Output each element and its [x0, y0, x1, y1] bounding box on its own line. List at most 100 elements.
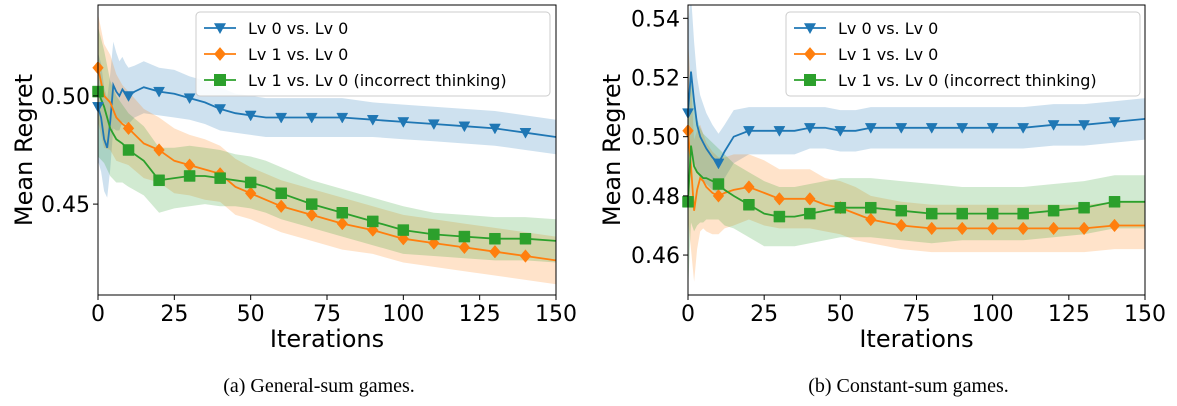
data-point-marker — [1108, 196, 1121, 208]
data-point-marker — [275, 112, 288, 124]
data-point-marker — [244, 176, 257, 189]
figure-caption: (a) General-sum games. — [223, 375, 415, 397]
data-point-marker — [712, 178, 725, 190]
legend-label: Lv 1 vs. Lv 0 — [248, 45, 348, 64]
data-point-marker — [956, 221, 968, 236]
y-tick-label: 0.48 — [631, 185, 680, 210]
data-point-marker — [804, 207, 816, 220]
confidence-band — [98, 13, 556, 285]
data-point-marker — [865, 212, 877, 227]
data-point-marker — [773, 126, 786, 137]
confidence-band — [688, 68, 1145, 291]
legend: Lv 0 vs. Lv 0 Lv 1 vs. Lv 0 Lv 1 vs. Lv … — [785, 11, 1141, 97]
legend-entry-lv0-vs-lv0: Lv 0 vs. Lv 0 — [794, 19, 938, 38]
data-point-marker — [926, 221, 938, 236]
data-point-marker — [925, 123, 938, 134]
legend-box — [785, 11, 1141, 97]
data-point-marker — [986, 123, 999, 134]
confidence-bands — [688, 5, 1145, 291]
y-axis-ticks: 0.46 0.48 0.50 0.52 0.54 — [631, 7, 688, 269]
legend-label: Lv 1 vs. Lv 0 — [838, 45, 938, 64]
data-point-marker — [1047, 221, 1060, 236]
legend-entry-lv1-vs-lv0: Lv 1 vs. Lv 0 — [204, 45, 348, 64]
data-point-marker — [397, 224, 410, 236]
y-axis-title: Mean Regret — [10, 74, 38, 226]
data-point-marker — [214, 104, 227, 115]
data-point-marker — [458, 121, 471, 133]
data-point-marker — [956, 207, 968, 220]
y-tick-label: 0.54 — [631, 7, 680, 32]
legend-label: Lv 0 vs. Lv 0 — [838, 19, 938, 38]
legend: Lv 0 vs. Lv 0 Lv 1 vs. Lv 0 Lv 1 vs. Lv … — [195, 11, 551, 97]
data-point-marker — [519, 249, 532, 263]
data-point-marker — [428, 228, 440, 241]
confidence-bands — [98, 13, 556, 285]
x-tick-label: 75 — [313, 302, 341, 327]
y-tick-label: 0.52 — [631, 67, 680, 92]
data-point-marker — [397, 117, 410, 128]
data-point-marker — [122, 121, 135, 136]
legend-marker-triangle-down — [804, 23, 816, 34]
data-point-marker — [275, 187, 287, 200]
legend-marker-square — [804, 74, 816, 86]
x-tick-label: 0 — [91, 302, 105, 327]
chart-panel-general-sum: 0 25 50 75 100 125 150 0.45 0.50 Iterations Mea… — [10, 4, 577, 397]
legend-entry-lv1-vs-lv0-incorrect: Lv 1 vs. Lv 0 (incorrect thinking) — [794, 71, 1097, 90]
data-point-marker — [773, 192, 786, 206]
data-point-marker — [895, 204, 908, 217]
data-point-marker — [305, 112, 318, 124]
series-line — [688, 71, 1145, 165]
data-point-marker — [458, 240, 471, 255]
data-point-marker — [183, 93, 196, 105]
y-tick-label: 0.46 — [631, 244, 680, 269]
y-tick-label: 0.45 — [41, 193, 90, 218]
y-axis-ticks: 0.45 0.50 — [41, 85, 98, 218]
x-axis-title: Iterations — [270, 325, 384, 353]
data-point-marker — [122, 144, 135, 156]
series-line — [688, 130, 1145, 230]
legend-entry-lv1-vs-lv0-incorrect: Lv 1 vs. Lv 0 (incorrect thinking) — [204, 71, 507, 90]
x-axis-title: Iterations — [859, 325, 973, 353]
data-point-marker — [183, 170, 196, 182]
x-tick-label: 50 — [237, 302, 265, 327]
data-point-marker — [519, 232, 532, 245]
confidence-band — [688, 42, 1145, 282]
x-axis-ticks: 0 25 50 75 100 125 150 — [681, 295, 1166, 327]
x-tick-label: 75 — [903, 302, 931, 327]
x-tick-label: 0 — [681, 302, 695, 327]
x-tick-label: 125 — [459, 302, 501, 327]
confidence-band — [98, 41, 556, 198]
legend-marker-square — [214, 74, 226, 86]
data-point-marker — [305, 198, 318, 210]
data-point-marker — [244, 186, 257, 200]
data-point-marker — [336, 207, 349, 219]
y-tick-label: 0.50 — [41, 85, 90, 110]
y-tick-label: 0.50 — [631, 126, 680, 151]
legend-label: Lv 1 vs. Lv 0 (incorrect thinking) — [248, 71, 507, 90]
data-point-marker — [864, 123, 877, 134]
data-point-marker — [397, 232, 410, 246]
legend-box — [195, 11, 551, 97]
data-point-marker — [1017, 207, 1029, 220]
data-point-marker — [834, 201, 847, 214]
legend-entry-lv0-vs-lv0: Lv 0 vs. Lv 0 — [204, 19, 348, 38]
chart-panel-constant-sum: 0 25 50 75 100 125 150 0.46 0.48 0.50 0.52 0.54 It… — [598, 4, 1166, 397]
data-point-marker — [743, 198, 755, 211]
data-point-marker — [367, 215, 379, 228]
x-tick-label: 100 — [972, 302, 1014, 327]
y-axis-title: Mean Regret — [598, 74, 626, 226]
data-point-marker — [804, 192, 816, 206]
data-point-marker — [1078, 201, 1090, 214]
data-point-marker — [306, 208, 318, 222]
series-line — [688, 145, 1145, 218]
data-point-marker — [1047, 204, 1060, 217]
series-markers — [92, 61, 532, 263]
x-tick-label: 100 — [382, 302, 424, 327]
series-markers — [682, 108, 1121, 236]
data-point-marker — [1108, 218, 1121, 233]
legend-marker-triangle-down — [214, 23, 226, 34]
legend-marker-diamond — [214, 47, 226, 61]
data-point-marker — [986, 221, 999, 236]
data-point-marker — [865, 201, 877, 214]
